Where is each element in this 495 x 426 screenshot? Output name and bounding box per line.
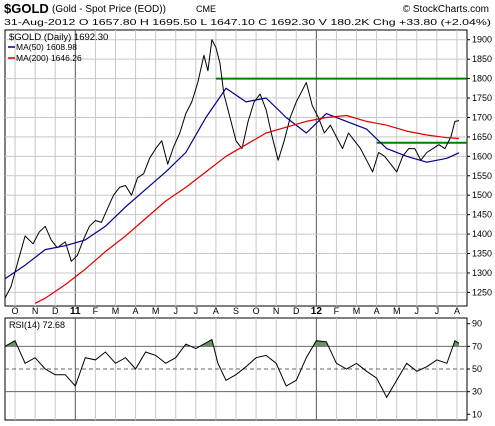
x-tick-label: M <box>353 306 361 316</box>
rsi-y-tick-label: 90 <box>472 319 482 329</box>
price-y-tick-label: 1850 <box>472 54 492 64</box>
x-tick-label: M <box>393 306 401 316</box>
x-tick-label: J <box>415 306 420 316</box>
x-tick-label: O <box>12 306 19 316</box>
x-tick-label: A <box>454 306 460 316</box>
x-tick-label: O <box>253 306 260 316</box>
legend-ma50-label: MA(50) 1608.98 <box>16 42 77 52</box>
price-y-tick-label: 1900 <box>472 35 492 45</box>
rsi-y-tick-label: 10 <box>472 409 482 419</box>
ma200-line <box>34 114 460 304</box>
x-tick-label: J <box>194 306 199 316</box>
rsi-y-tick-label: 50 <box>472 364 482 374</box>
stockcharts-watermark: © StockCharts.com <box>403 4 489 15</box>
x-tick-label: S <box>233 306 239 316</box>
chart-symbol: $GOLD <box>4 1 49 16</box>
x-tick-label: F <box>334 306 340 316</box>
rsi-y-tick-label: 70 <box>472 341 482 351</box>
x-tick-label: 11 <box>70 306 81 317</box>
x-tick-label: D <box>52 306 59 316</box>
rsi-panel-title: RSI(14) 72.68 <box>9 320 65 330</box>
chart-exchange: CME <box>196 4 216 14</box>
x-tick-label: A <box>213 306 219 316</box>
price-legend: $GOLD (Daily) 1692.30 MA(50) 1608.98 MA(… <box>8 32 108 63</box>
price-y-tick-label: 1450 <box>472 210 492 220</box>
price-line <box>4 39 460 299</box>
x-tick-label: N <box>32 306 39 316</box>
quote-line: 31-Aug-2012 O 1657.80 H 1695.50 L 1647.1… <box>4 17 491 27</box>
price-panel-title: $GOLD (Daily) 1692.30 <box>9 32 108 43</box>
x-tick-label: N <box>273 306 280 316</box>
x-tick-label: A <box>133 306 139 316</box>
x-tick-label: F <box>93 306 99 316</box>
x-tick-label: M <box>112 306 120 316</box>
rsi-y-tick-label: 30 <box>472 387 482 397</box>
price-y-tick-label: 1700 <box>472 112 492 122</box>
price-y-tick-label: 1800 <box>472 74 492 84</box>
chart-instrument-name: (Gold - Spot Price (EOD)) <box>52 4 166 15</box>
x-tick-label: M <box>152 306 160 316</box>
price-y-tick-label: 1550 <box>472 171 492 181</box>
x-tick-label: J <box>435 306 440 316</box>
x-tick-label: A <box>374 306 380 316</box>
legend-ma200-label: MA(200) 1646.26 <box>16 53 82 63</box>
price-y-tick-label: 1400 <box>472 229 492 239</box>
price-y-tick-label: 1600 <box>472 151 492 161</box>
price-y-tick-label: 1650 <box>472 132 492 142</box>
price-y-tick-label: 1500 <box>472 190 492 200</box>
price-y-tick-label: 1750 <box>472 93 492 103</box>
x-tick-label: D <box>293 306 300 316</box>
rsi-line <box>4 338 460 399</box>
x-tick-label: 12 <box>311 306 323 317</box>
price-y-tick-label: 1250 <box>472 287 492 297</box>
price-y-tick-label: 1350 <box>472 249 492 259</box>
ma50-line <box>4 87 460 280</box>
price-y-tick-label: 1300 <box>472 268 492 278</box>
x-tick-label: J <box>173 306 178 316</box>
